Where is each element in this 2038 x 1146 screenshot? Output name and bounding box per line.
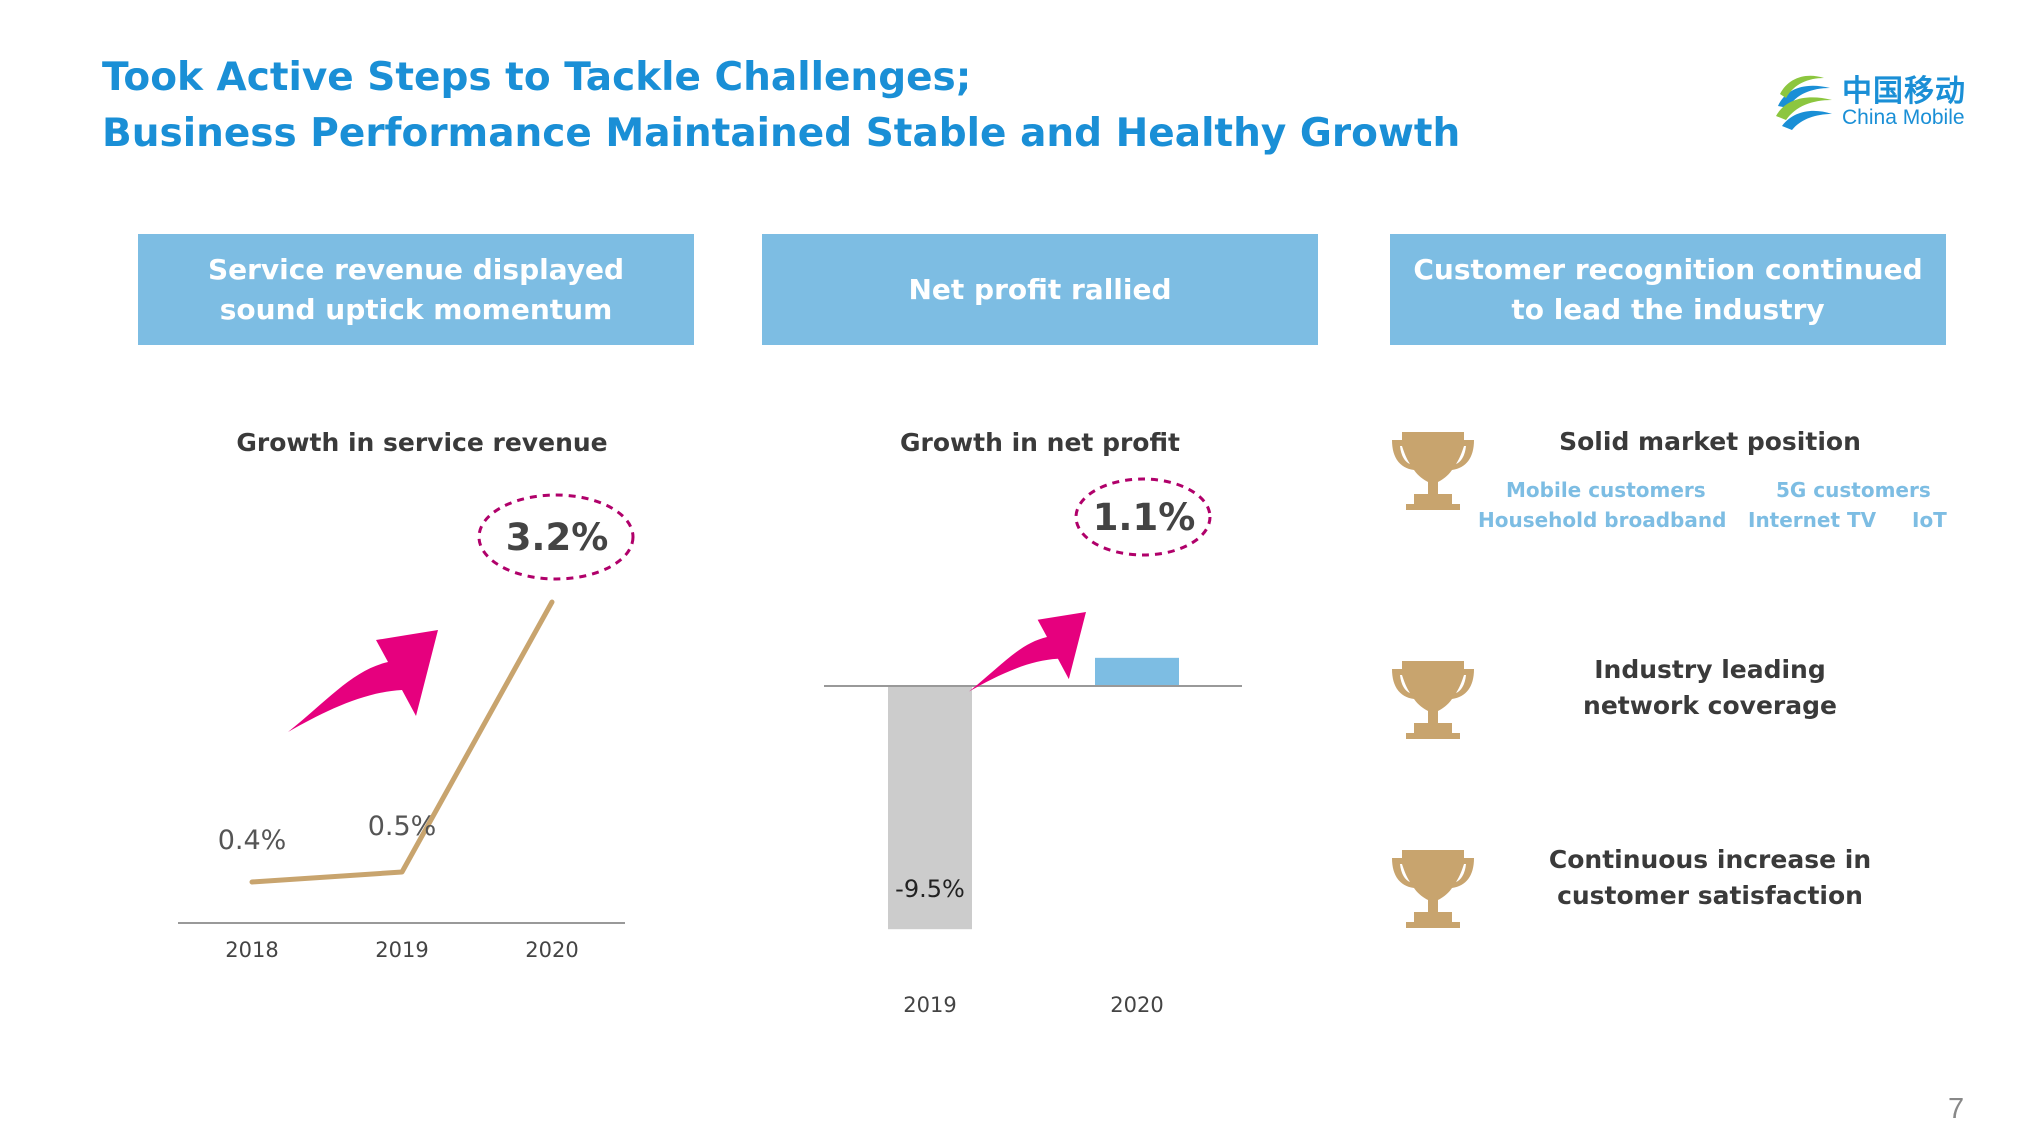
bar-chart-net-profit: 2019 2020 -9.5% 1.1% [800,460,1280,1020]
tag-5g-customers: 5G customers [1776,478,1931,502]
x-tick-label-2019: 2019 [903,993,956,1017]
trophy-icon [1392,850,1474,928]
trophy-icon [1392,661,1474,739]
panel-heading-text: Service revenue displayed sound uptick m… [207,252,625,326]
china-mobile-logo-icon [1776,75,1832,130]
panel-heading-text: Customer recognition continued to lead t… [1413,252,1923,326]
growth-arrow [288,630,438,732]
data-label-2019: 0.5% [368,811,437,842]
x-tick-label-2020: 2020 [525,938,578,962]
x-tick-label-2020: 2020 [1110,993,1163,1017]
data-label-2020: 1.1% [1093,496,1196,539]
title-line-1: Took Active Steps to Tackle Challenges; [102,55,972,100]
bar-2019 [888,686,972,930]
recognition-title-customer-satisfaction: Continuous increase in customer satisfac… [1548,845,1872,910]
page-number: 7 [1948,1093,1965,1125]
tag-internet-tv: Internet TV [1748,508,1877,532]
tag-mobile-customers: Mobile customers [1506,478,1706,502]
tag-household-broadband: Household broadband [1478,508,1727,532]
tag-iot: IoT [1912,508,1947,532]
highlight-circle-2020 [477,493,635,581]
data-label-2019: -9.5% [895,875,965,903]
logo-chinese-text: 中国移动 [1842,74,1966,109]
chart-title-net-profit: Growth in net profit [900,428,1180,457]
highlight-circle-2020 [1074,477,1212,557]
bar-2020 [1095,657,1179,686]
recognition-title-market-position: Solid market position [1559,427,1861,456]
bar-chart-svg: 2019 2020 -9.5% 1.1% [824,477,1242,1017]
chart-title-service-revenue: Growth in service revenue [236,428,608,457]
panel-heading-net-profit: Net profit rallied [762,234,1318,345]
x-tick-label-2019: 2019 [375,938,428,962]
series-line-service-revenue [249,599,555,885]
data-label-2020: 3.2% [506,516,609,559]
page-title: Took Active Steps to Tackle Challenges; … [102,50,1460,162]
panel-heading-customer-recognition: Customer recognition continued to lead t… [1390,234,1946,345]
line-chart-service-revenue: 2018 2019 2020 0.4% 0.5% 3.2% [160,480,660,980]
x-tick-label-2018: 2018 [225,938,278,962]
panel-heading-service-revenue: Service revenue displayed sound uptick m… [138,234,694,345]
title-line-2: Business Performance Maintained Stable a… [102,111,1461,156]
recognition-title-network-coverage: Industry leading network coverage [1583,655,1837,720]
logo-english-text: China Mobile [1842,106,1965,129]
panel-heading-text: Net profit rallied [908,272,1172,306]
data-label-2018: 0.4% [218,825,287,856]
line-chart-svg: 2018 2019 2020 0.4% 0.5% 3.2% [178,493,635,962]
trophy-icon [1392,432,1474,510]
growth-arrow [969,612,1086,692]
china-mobile-logo: 中国移动 China Mobile [1772,66,1992,138]
